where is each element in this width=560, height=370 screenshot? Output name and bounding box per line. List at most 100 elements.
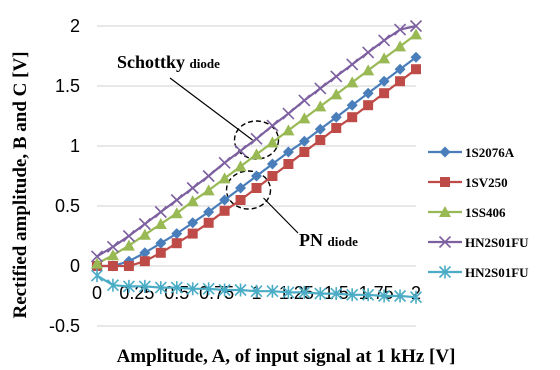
data-point xyxy=(346,58,359,71)
data-point xyxy=(363,100,374,111)
data-point xyxy=(235,182,247,194)
data-point xyxy=(203,206,215,218)
data-point xyxy=(266,136,279,148)
data-point xyxy=(314,82,327,95)
data-point xyxy=(314,100,327,112)
data-point xyxy=(379,88,390,99)
legend-label: 1SV250 xyxy=(465,175,508,190)
data-point xyxy=(155,247,166,258)
data-point xyxy=(250,132,263,145)
legend-label: 1S2076A xyxy=(465,145,515,160)
data-point xyxy=(122,229,135,243)
schottky-annotation-sub: diode xyxy=(190,56,221,71)
data-point xyxy=(122,239,135,251)
data-point xyxy=(106,278,120,292)
data-point xyxy=(106,240,120,253)
data-point xyxy=(315,135,326,145)
data-point xyxy=(218,156,231,169)
data-point xyxy=(202,282,215,296)
data-point xyxy=(362,288,375,302)
data-point xyxy=(106,249,119,261)
y-tick-label: 1.5 xyxy=(55,76,80,96)
data-point xyxy=(250,284,263,298)
legend-marker xyxy=(440,177,450,187)
data-point xyxy=(202,169,215,183)
data-point xyxy=(170,207,183,219)
data-point xyxy=(393,289,407,303)
annotation-labels: Schottky diode PN diode xyxy=(117,52,358,250)
data-point xyxy=(186,282,199,296)
data-point xyxy=(346,76,359,88)
data-point xyxy=(154,281,167,295)
schottky-leader-line xyxy=(169,77,253,141)
data-point xyxy=(395,76,406,87)
data-point xyxy=(282,107,295,120)
data-point xyxy=(282,146,294,158)
data-point xyxy=(346,288,359,302)
data-point xyxy=(283,159,294,169)
data-point xyxy=(90,269,104,283)
legend-marker xyxy=(439,146,451,158)
pn-leader-line xyxy=(263,197,299,234)
data-point xyxy=(91,257,103,269)
data-point xyxy=(394,40,407,52)
data-point xyxy=(346,99,358,111)
data-point xyxy=(250,148,263,160)
data-point xyxy=(393,23,407,36)
data-point xyxy=(138,217,151,231)
data-point xyxy=(154,218,167,229)
data-point xyxy=(378,52,391,64)
legend: 1S2076A 1SV250 1SS406 HN2S01FU HN2S01FU xyxy=(428,145,529,280)
data-point xyxy=(378,75,390,87)
data-point xyxy=(251,183,262,193)
data-point xyxy=(234,283,247,297)
data-point xyxy=(235,195,246,205)
data-point xyxy=(282,285,295,299)
x-tick-label: 0 xyxy=(92,283,102,303)
legend-item-0: 1S2076A xyxy=(428,145,515,160)
legend-label: 1SS406 xyxy=(465,205,506,220)
data-point xyxy=(314,287,327,301)
data-point xyxy=(362,64,375,76)
series-group xyxy=(90,19,423,304)
pn-annotation-sub: diode xyxy=(328,234,359,249)
y-tick-label: 0 xyxy=(70,256,80,276)
legend-marker xyxy=(438,265,452,279)
data-point xyxy=(171,238,182,249)
pn-annotation: PN diode xyxy=(299,230,358,250)
data-point xyxy=(138,279,151,293)
data-point xyxy=(219,194,231,206)
data-point xyxy=(267,171,278,181)
data-point xyxy=(186,181,199,195)
legend-item-3: HN2S01FU xyxy=(428,235,529,250)
data-point xyxy=(378,34,391,47)
data-point xyxy=(299,147,310,157)
data-point xyxy=(330,88,343,100)
series-4 xyxy=(90,269,423,304)
data-point xyxy=(234,160,247,172)
data-point xyxy=(170,193,183,207)
y-tick-labels: -0.5 0 0.5 1 1.5 2 xyxy=(49,16,80,336)
data-point xyxy=(187,217,199,229)
series-3 xyxy=(90,19,423,263)
data-point xyxy=(347,112,358,123)
y-tick-label: 1 xyxy=(70,136,80,156)
data-point xyxy=(298,112,311,124)
series-2 xyxy=(91,28,422,269)
data-point xyxy=(394,63,406,75)
data-point xyxy=(171,228,183,240)
data-point xyxy=(362,46,375,59)
data-point xyxy=(282,124,295,136)
data-point xyxy=(314,123,326,135)
legend-marker xyxy=(438,235,452,249)
data-point xyxy=(203,217,214,228)
data-point xyxy=(170,281,183,295)
data-point xyxy=(410,28,422,40)
legend-marker xyxy=(439,206,451,217)
data-point xyxy=(219,205,230,216)
data-point xyxy=(298,135,310,147)
data-point xyxy=(107,261,118,271)
data-point xyxy=(298,94,311,107)
data-point xyxy=(234,144,247,157)
